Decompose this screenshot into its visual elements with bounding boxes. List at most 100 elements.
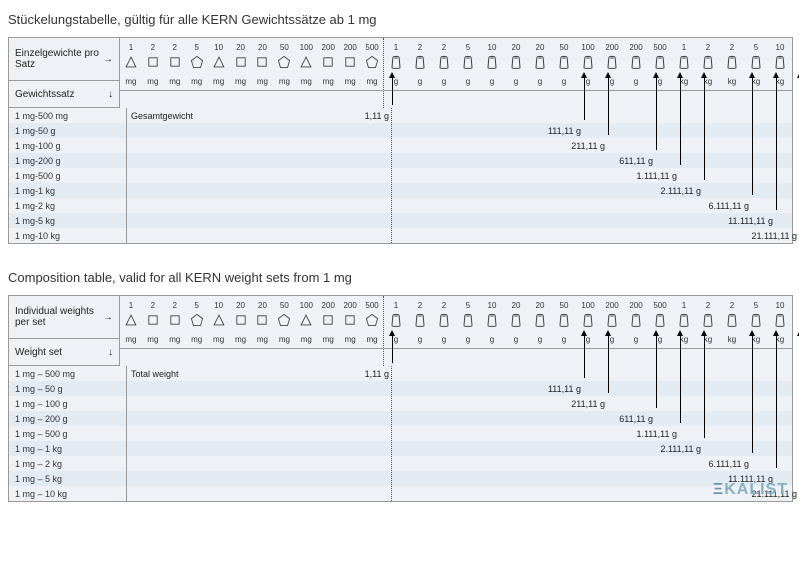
col-value: 100	[295, 43, 317, 52]
weight-shape-icon	[408, 54, 432, 70]
total-value: 6.111,11 g	[708, 459, 749, 469]
col-value: 2	[142, 301, 164, 310]
col-value: 50	[552, 301, 576, 310]
col-value: 1	[120, 301, 142, 310]
row-label: 1 mg-500 mg	[9, 108, 126, 123]
weight-shape-icon	[504, 312, 528, 328]
col-unit: mg	[317, 77, 339, 86]
col-value: 5	[186, 301, 208, 310]
col-value: 50	[273, 301, 295, 310]
row-label: 1 mg-1 kg	[9, 183, 126, 198]
total-value: 611,11 g	[619, 414, 653, 424]
weight-shape-icon	[186, 313, 208, 327]
total-bar: 21.111,11 g	[127, 228, 799, 243]
weight-shape-icon	[252, 313, 274, 327]
total-value: 1,11 g	[365, 111, 389, 121]
row-label: 1 mg-500 g	[9, 168, 126, 183]
col-value: 5	[744, 301, 768, 310]
row-label: 1 mg-100 g	[9, 138, 126, 153]
weight-shape-icon	[120, 55, 142, 69]
table-title: Stückelungstabelle, gültig für alle KERN…	[8, 12, 791, 27]
table-title: Composition table, valid for all KERN we…	[8, 270, 791, 285]
col-unit: kg	[768, 77, 792, 86]
col-value: 200	[339, 43, 361, 52]
col-value: 20	[528, 301, 552, 310]
col-unit: mg	[252, 77, 274, 86]
total-bar: Gesamtgewicht1,11 g	[127, 108, 391, 123]
col-unit: mg	[208, 335, 230, 344]
total-label: Total weight	[127, 369, 179, 379]
col-value: 20	[230, 301, 252, 310]
weight-shape-icon	[576, 312, 600, 328]
col-unit: mg	[339, 77, 361, 86]
weight-shape-icon	[528, 54, 552, 70]
weight-shape-icon	[208, 313, 230, 327]
col-value: 10	[768, 43, 792, 52]
col-unit: mg	[142, 77, 164, 86]
row-label: 1 mg – 200 g	[9, 411, 126, 426]
arrow-right-icon: →	[103, 312, 113, 323]
weight-shape-icon	[672, 54, 696, 70]
col-value: 200	[624, 301, 648, 310]
col-unit: mg	[164, 335, 186, 344]
col-unit: mg	[142, 335, 164, 344]
weight-shape-icon	[273, 313, 295, 327]
col-value: 500	[361, 43, 383, 52]
total-bar: 11.111,11 g	[127, 213, 775, 228]
col-value: 1	[672, 43, 696, 52]
col-unit: g	[576, 335, 600, 344]
col-unit: g	[648, 77, 672, 86]
total-bar: 2.111,11 g	[127, 441, 703, 456]
total-bar: Total weight1,11 g	[127, 366, 391, 381]
weight-shape-icon	[252, 55, 274, 69]
weight-shape-icon	[142, 313, 164, 327]
weight-shape-icon	[624, 54, 648, 70]
col-value: 5	[186, 43, 208, 52]
row-label: 1 mg – 2 kg	[9, 456, 126, 471]
col-value: 200	[600, 301, 624, 310]
arrow-down-icon: ↓	[108, 347, 113, 358]
total-value: 11.111,11 g	[728, 216, 773, 226]
col-unit: mg	[295, 335, 317, 344]
total-bar: 211,11 g	[127, 138, 607, 153]
col-value: 10	[208, 301, 230, 310]
col-unit: g	[624, 77, 648, 86]
col-value: 100	[295, 301, 317, 310]
weight-shape-icon	[768, 54, 792, 70]
watermark: ΞKALIST	[713, 481, 788, 499]
weight-shape-icon	[744, 54, 768, 70]
row-label: 1 mg – 1 kg	[9, 441, 126, 456]
col-value: 1	[120, 43, 142, 52]
col-value: 2	[408, 43, 432, 52]
row-label: 1 mg – 5 kg	[9, 471, 126, 486]
col-unit: g	[600, 335, 624, 344]
total-bar: 2.111,11 g	[127, 183, 703, 198]
total-bar: 1.111,11 g	[127, 426, 679, 441]
col-value: 1	[384, 43, 408, 52]
col-unit: g	[432, 77, 456, 86]
weight-shape-icon	[720, 54, 744, 70]
total-value: 6.111,11 g	[708, 201, 749, 211]
weight-shape-icon	[600, 54, 624, 70]
col-value: 2	[164, 301, 186, 310]
weight-shape-icon	[273, 55, 295, 69]
col-value: 50	[273, 43, 295, 52]
weight-shape-icon	[768, 312, 792, 328]
col-unit: kg	[744, 77, 768, 86]
col-unit: g	[504, 77, 528, 86]
weight-shape-icon	[552, 312, 576, 328]
col-value: 200	[317, 301, 339, 310]
weight-shape-icon	[339, 313, 361, 327]
col-value: 500	[361, 301, 383, 310]
col-unit: g	[408, 335, 432, 344]
total-value: 611,11 g	[619, 156, 653, 166]
col-unit: mg	[317, 335, 339, 344]
col-unit: g	[456, 335, 480, 344]
composition-table: Einzelgewichte pro Satz→Gewichtssatz↓122…	[8, 37, 793, 244]
col-unit: g	[576, 77, 600, 86]
row-label: 1 mg-10 kg	[9, 228, 126, 243]
weight-shape-icon	[186, 55, 208, 69]
col-unit: g	[480, 77, 504, 86]
weight-shape-icon	[456, 54, 480, 70]
weight-shape-icon	[317, 313, 339, 327]
